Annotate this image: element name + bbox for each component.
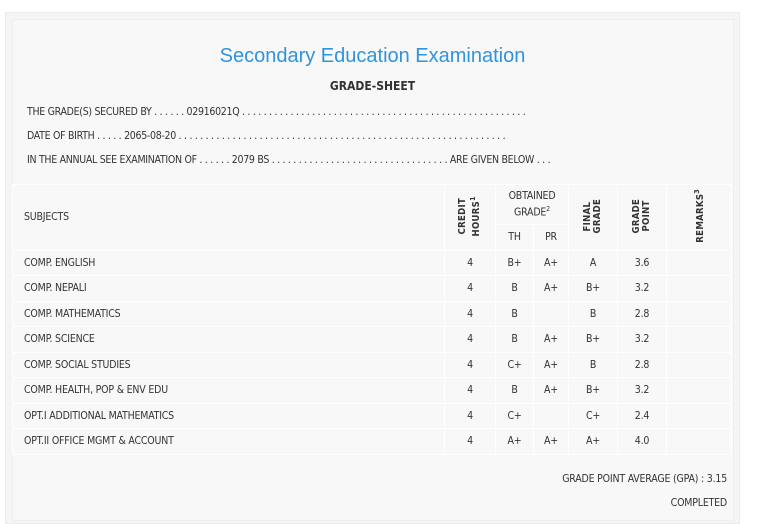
table-row: COMP. ENGLISH 4 B+ A+ A 3.6 bbox=[12, 249, 732, 276]
cell-th: B bbox=[495, 275, 534, 302]
status-text: COMPLETED bbox=[670, 497, 728, 509]
cell-credit: 4 bbox=[444, 275, 496, 302]
cell-pr bbox=[533, 300, 569, 327]
header-pr: PR bbox=[533, 224, 569, 251]
cell-pr: A+ bbox=[533, 351, 569, 378]
grades-table: SUBJECTS CREDIT HOURS1 OBTAINED GRADE2 F… bbox=[12, 184, 732, 455]
cell-remarks bbox=[666, 428, 732, 455]
cell-pr: A+ bbox=[533, 428, 569, 455]
cell-final: C+ bbox=[568, 402, 618, 429]
cell-final: A bbox=[568, 249, 618, 276]
cell-gp: 3.2 bbox=[617, 275, 667, 302]
cell-subject: OPT.I ADDITIONAL MATHEMATICS bbox=[12, 402, 445, 429]
cell-credit: 4 bbox=[444, 428, 496, 455]
cell-subject: COMP. SOCIAL STUDIES bbox=[12, 351, 445, 378]
cell-final: B+ bbox=[568, 326, 618, 353]
cell-subject: OPT.II OFFICE MGMT & ACCOUNT bbox=[12, 428, 445, 455]
secured-by-line: THE GRADE(S) SECURED BY . . . . . . 0291… bbox=[27, 106, 526, 118]
cell-gp: 3.2 bbox=[617, 377, 667, 404]
table-row: OPT.II OFFICE MGMT & ACCOUNT 4 A+ A+ A+ 4.0 bbox=[12, 428, 732, 455]
header-credit: CREDIT HOURS1 bbox=[444, 184, 496, 251]
table-row: COMP. SOCIAL STUDIES 4 C+ A+ B 2.8 bbox=[12, 351, 732, 378]
cell-th: C+ bbox=[495, 402, 534, 429]
gpa-text: GRADE POINT AVERAGE (GPA) : 3.15 bbox=[562, 473, 727, 485]
cell-gp: 2.8 bbox=[617, 300, 667, 327]
cell-remarks bbox=[666, 377, 732, 404]
grade-sheet: Secondary Education Examination GRADE-SH… bbox=[5, 12, 740, 524]
table-row: OPT.I ADDITIONAL MATHEMATICS 4 C+ C+ 2.4 bbox=[12, 402, 732, 429]
cell-th: C+ bbox=[495, 351, 534, 378]
cell-subject: COMP. MATHEMATICS bbox=[12, 300, 445, 327]
header-th: TH bbox=[495, 224, 534, 251]
cell-th: B+ bbox=[495, 249, 534, 276]
cell-gp: 4.0 bbox=[617, 428, 667, 455]
cell-pr bbox=[533, 402, 569, 429]
cell-pr: A+ bbox=[533, 249, 569, 276]
cell-remarks bbox=[666, 402, 732, 429]
cell-credit: 4 bbox=[444, 351, 496, 378]
cell-final: A+ bbox=[568, 428, 618, 455]
table-row: COMP. MATHEMATICS 4 B B 2.8 bbox=[12, 300, 732, 327]
cell-credit: 4 bbox=[444, 300, 496, 327]
header-subjects: SUBJECTS bbox=[12, 184, 445, 251]
cell-gp: 2.4 bbox=[617, 402, 667, 429]
cell-final: B+ bbox=[568, 377, 618, 404]
cell-th: B bbox=[495, 300, 534, 327]
cell-gp: 3.2 bbox=[617, 326, 667, 353]
header-gp: GRADE POINT bbox=[617, 184, 667, 251]
cell-pr: A+ bbox=[533, 275, 569, 302]
header-obtained: OBTAINED GRADE2 bbox=[495, 184, 569, 225]
grade-sheet-subtitle: GRADE-SHEET bbox=[329, 79, 416, 93]
cell-remarks bbox=[666, 300, 732, 327]
cell-final: B+ bbox=[568, 275, 618, 302]
cell-subject: COMP. ENGLISH bbox=[12, 249, 445, 276]
cell-pr: A+ bbox=[533, 326, 569, 353]
header-final: FINAL GRADE bbox=[568, 184, 618, 251]
cell-final: B bbox=[568, 351, 618, 378]
table-row: COMP. NEPALI 4 B A+ B+ 3.2 bbox=[12, 275, 732, 302]
cell-th: A+ bbox=[495, 428, 534, 455]
cell-gp: 3.6 bbox=[617, 249, 667, 276]
table-row: COMP. HEALTH, POP & ENV EDU 4 B A+ B+ 3.2 bbox=[12, 377, 732, 404]
cell-credit: 4 bbox=[444, 377, 496, 404]
cell-credit: 4 bbox=[444, 402, 496, 429]
cell-th: B bbox=[495, 377, 534, 404]
cell-final: B bbox=[568, 300, 618, 327]
cell-credit: 4 bbox=[444, 249, 496, 276]
exam-title: Secondary Education Examination bbox=[219, 45, 526, 67]
cell-credit: 4 bbox=[444, 326, 496, 353]
exam-line: IN THE ANNUAL SEE EXAMINATION OF . . . .… bbox=[27, 154, 551, 166]
header-remarks: REMARKS3 bbox=[666, 184, 732, 251]
cell-subject: COMP. NEPALI bbox=[12, 275, 445, 302]
cell-gp: 2.8 bbox=[617, 351, 667, 378]
cell-subject: COMP. HEALTH, POP & ENV EDU bbox=[12, 377, 445, 404]
cell-remarks bbox=[666, 275, 732, 302]
table-row: COMP. SCIENCE 4 B A+ B+ 3.2 bbox=[12, 326, 732, 353]
dob-line: DATE OF BIRTH . . . . . 2065-08-20 . . .… bbox=[27, 130, 506, 142]
cell-th: B bbox=[495, 326, 534, 353]
cell-remarks bbox=[666, 326, 732, 353]
cell-remarks bbox=[666, 351, 732, 378]
cell-pr: A+ bbox=[533, 377, 569, 404]
cell-remarks bbox=[666, 249, 732, 276]
cell-subject: COMP. SCIENCE bbox=[12, 326, 445, 353]
